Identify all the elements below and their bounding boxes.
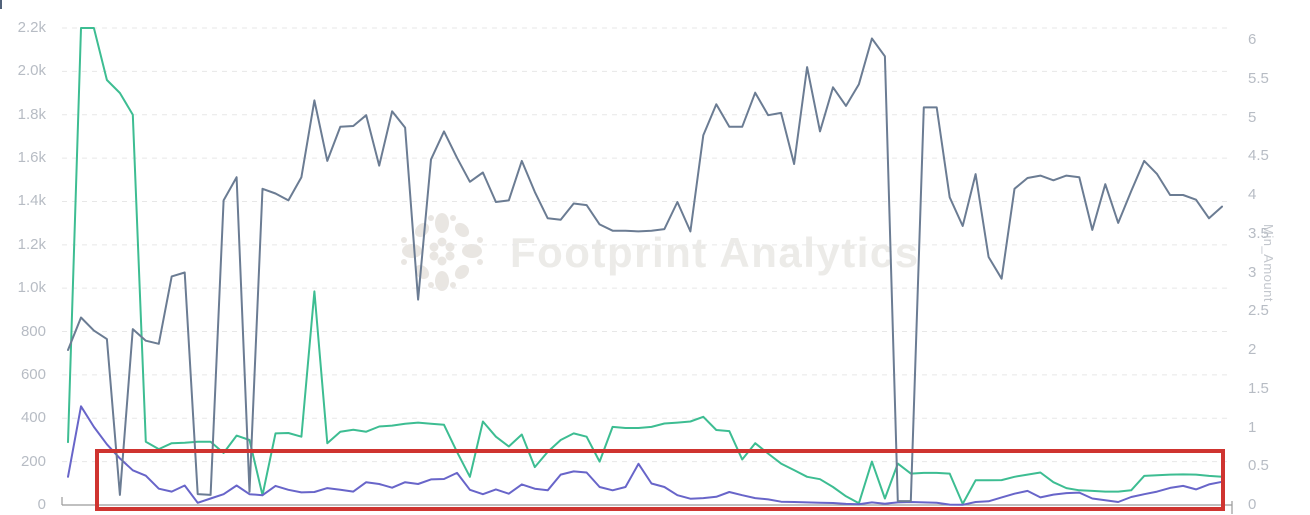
- right-axis-tick-label: 0.5: [1248, 457, 1269, 475]
- left-axis-tick-label: 1.4k: [17, 192, 46, 210]
- right-axis-tick-label: 3: [1248, 263, 1257, 281]
- right-axis-tick-label: 5.5: [1248, 69, 1269, 87]
- right-axis-tick-label: 3.5: [1248, 224, 1269, 242]
- left-axis-tick-label: 600: [20, 365, 46, 383]
- series-purple[interactable]: [67, 405, 1223, 506]
- left-axis-tick-label: 1.6k: [17, 149, 46, 167]
- right-axis-tick-label: 2: [1248, 341, 1257, 358]
- annotation-rect: [95, 449, 1225, 511]
- left-axis-tick-label: 800: [20, 322, 46, 340]
- left-axis-tick-label: 2.2k: [17, 19, 46, 36]
- right-axis-tick-label: 6: [1248, 31, 1257, 48]
- left-axis-tick-label: 1.0k: [17, 279, 46, 297]
- right-axis-tick-label: 4.5: [1248, 147, 1269, 165]
- left-axis-tick-label: 1.2k: [17, 235, 46, 253]
- right-axis-title: Min_Amount: [1261, 224, 1276, 302]
- left-axis-tick-label: 0: [37, 496, 46, 513]
- right-axis-tick-label: 5: [1248, 108, 1257, 126]
- right-axis-tick-label: 2.5: [1248, 302, 1269, 320]
- series-green[interactable]: [67, 27, 1223, 505]
- screen-edge-artifact: [0, 0, 2, 9]
- right-axis-tick-label: 1.5: [1248, 379, 1269, 397]
- right-axis-tick-label: 0: [1248, 496, 1257, 513]
- series-gray[interactable]: [67, 37, 1223, 503]
- right-axis-tick-label: 4: [1248, 186, 1257, 203]
- left-axis-tick-label: 200: [20, 452, 46, 470]
- left-axis-tick-label: 2.0k: [17, 62, 46, 80]
- left-axis-tick-label: 1.8k: [17, 105, 46, 123]
- right-axis-tick-label: 1: [1248, 418, 1257, 436]
- left-axis-tick-label: 400: [20, 409, 46, 427]
